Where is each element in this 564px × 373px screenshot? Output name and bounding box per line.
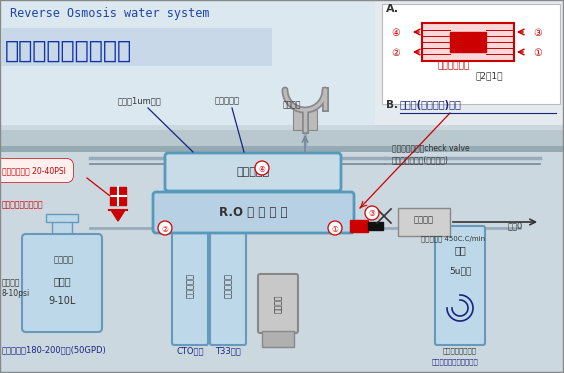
- Bar: [0, 130, 564, 146]
- Text: 水源水壓低壓閥關: 水源水壓低壓閥關: [443, 347, 477, 354]
- Polygon shape: [111, 210, 125, 221]
- Text: 逆滲透純水機流程圖: 逆滲透純水機流程圖: [5, 39, 132, 63]
- FancyBboxPatch shape: [172, 226, 208, 345]
- Text: 儲水桶: 儲水桶: [53, 276, 71, 286]
- Text: 廢水出口: 廢水出口: [414, 215, 434, 224]
- Text: ④: ④: [258, 164, 266, 173]
- Circle shape: [255, 161, 269, 175]
- Text: R.O 逆 滲 透 膜: R.O 逆 滲 透 膜: [219, 206, 287, 219]
- FancyBboxPatch shape: [210, 226, 246, 345]
- Text: 前置: 前置: [454, 245, 466, 255]
- Text: 純水單向逆止閥check valve: 純水單向逆止閥check valve: [392, 143, 470, 152]
- Text: CTO炭塊: CTO炭塊: [176, 346, 204, 355]
- FancyBboxPatch shape: [435, 226, 485, 345]
- Text: 每日製水量180-200公升(50GPD): 每日製水量180-200公升(50GPD): [2, 345, 107, 354]
- FancyBboxPatch shape: [258, 274, 298, 333]
- Text: 濃殼開啟方向（順時針）: 濃殼開啟方向（順時針）: [431, 358, 478, 365]
- Bar: [262, 331, 294, 347]
- Text: 可適用竹炭: 可適用竹炭: [215, 96, 240, 105]
- Text: 9-10L: 9-10L: [49, 296, 76, 306]
- Text: 儲水桶塑膊球閥閥關: 儲水桶塑膊球閥閥關: [2, 200, 43, 209]
- FancyBboxPatch shape: [22, 234, 102, 332]
- Circle shape: [328, 221, 342, 235]
- Circle shape: [365, 206, 379, 220]
- Text: 滿水壓力閥關 20-40PSI: 滿水壓力閥關 20-40PSI: [2, 166, 66, 175]
- Bar: [382, 4, 560, 104]
- Text: ②: ②: [161, 225, 169, 233]
- Bar: [398, 208, 450, 236]
- Text: 鵝頸龍頭: 鵝頸龍頭: [283, 100, 302, 109]
- Bar: [422, 23, 514, 61]
- Text: T33顆粒: T33顆粒: [215, 346, 241, 355]
- Text: 加壓馬達: 加壓馬達: [274, 295, 283, 313]
- Text: 5u濃心: 5u濃心: [449, 266, 471, 275]
- Bar: [0, 0, 375, 125]
- Text: 四面閥斷水器: 四面閥斷水器: [438, 61, 470, 70]
- Text: ②: ②: [391, 48, 400, 58]
- Text: 前置活性炭: 前置活性炭: [186, 273, 195, 298]
- Text: 可適用1um濃心: 可適用1um濃心: [118, 96, 162, 105]
- Bar: [293, 110, 317, 130]
- Bar: [375, 0, 564, 125]
- Text: ①: ①: [534, 48, 543, 58]
- Bar: [2, 28, 272, 66]
- FancyBboxPatch shape: [153, 192, 354, 233]
- Bar: [52, 220, 72, 238]
- Bar: [110, 187, 126, 205]
- Text: 廢水比例針 450C.C/min: 廢水比例針 450C.C/min: [421, 235, 485, 242]
- Text: B.: B.: [386, 100, 398, 110]
- Text: Reverse Osmosis water system: Reverse Osmosis water system: [10, 7, 209, 20]
- Text: 後置活性炭: 後置活性炭: [236, 167, 270, 177]
- Bar: [0, 146, 564, 152]
- Text: 密閉壓力: 密閉壓力: [54, 255, 74, 264]
- Circle shape: [158, 221, 172, 235]
- Bar: [350, 220, 368, 232]
- Text: ①: ①: [332, 225, 338, 233]
- Text: 前置活性炭: 前置活性炭: [223, 273, 232, 298]
- Bar: [450, 32, 486, 52]
- Text: 進水0: 進水0: [508, 221, 523, 230]
- Text: 空桶預壓
8-10psi: 空桶預壓 8-10psi: [2, 279, 30, 298]
- Text: ④: ④: [391, 28, 400, 38]
- Text: ③: ③: [534, 28, 543, 38]
- Text: 塑膊手動沖洗閥(或電磁閥): 塑膊手動沖洗閥(或電磁閥): [392, 155, 449, 164]
- Text: ③: ③: [368, 210, 376, 219]
- Bar: [46, 214, 78, 222]
- FancyBboxPatch shape: [165, 153, 341, 191]
- Bar: [0, 125, 564, 373]
- Text: （2退1）: （2退1）: [476, 71, 504, 80]
- Text: 電磁閥(滿水斷水)閥關: 電磁閥(滿水斷水)閥關: [400, 100, 462, 110]
- Text: A.: A.: [386, 4, 399, 14]
- Bar: [368, 222, 383, 230]
